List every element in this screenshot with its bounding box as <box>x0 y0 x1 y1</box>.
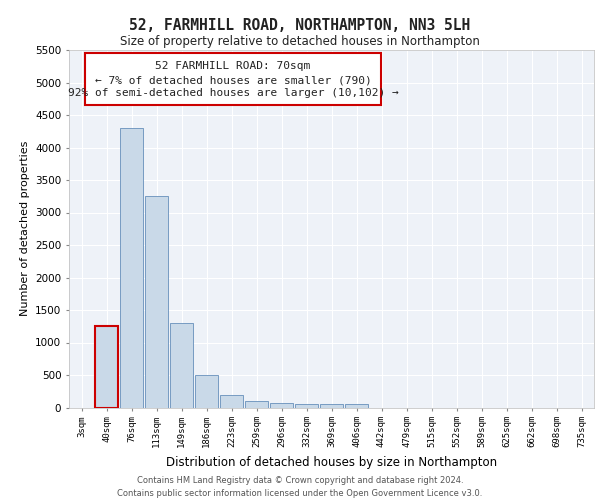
Text: 52, FARMHILL ROAD, NORTHAMPTON, NN3 5LH: 52, FARMHILL ROAD, NORTHAMPTON, NN3 5LH <box>130 18 470 32</box>
Text: Contains HM Land Registry data © Crown copyright and database right 2024.
Contai: Contains HM Land Registry data © Crown c… <box>118 476 482 498</box>
Text: 52 FARMHILL ROAD: 70sqm: 52 FARMHILL ROAD: 70sqm <box>155 62 311 72</box>
X-axis label: Distribution of detached houses by size in Northampton: Distribution of detached houses by size … <box>166 456 497 468</box>
Bar <box>245 401 268 407</box>
Bar <box>269 402 293 407</box>
Bar <box>194 375 218 408</box>
Bar <box>320 404 343 407</box>
Text: 92% of semi-detached houses are larger (10,102) →: 92% of semi-detached houses are larger (… <box>68 88 398 99</box>
Bar <box>85 52 382 106</box>
Text: ← 7% of detached houses are smaller (790): ← 7% of detached houses are smaller (790… <box>95 75 371 85</box>
Bar <box>295 404 319 407</box>
Bar <box>95 326 118 407</box>
Bar <box>220 394 244 407</box>
Bar <box>344 404 368 407</box>
Bar <box>170 323 193 407</box>
Bar <box>119 128 143 407</box>
Text: Size of property relative to detached houses in Northampton: Size of property relative to detached ho… <box>120 35 480 48</box>
Bar <box>145 196 169 408</box>
Y-axis label: Number of detached properties: Number of detached properties <box>20 141 29 316</box>
